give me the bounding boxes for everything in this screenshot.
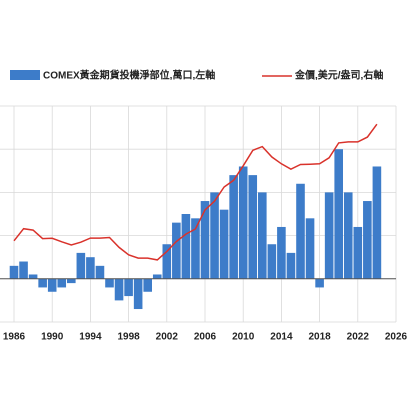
price-line — [13, 123, 378, 261]
bar — [210, 192, 219, 279]
bar — [143, 278, 152, 292]
bar — [28, 274, 38, 279]
bar — [76, 252, 86, 279]
bar — [286, 252, 296, 279]
bar — [324, 192, 334, 279]
bar — [363, 201, 372, 279]
bar — [305, 218, 315, 279]
bar — [9, 265, 19, 279]
bar — [57, 278, 67, 288]
x-tick-label: 2018 — [308, 332, 331, 343]
bar — [105, 278, 114, 288]
bar — [267, 244, 277, 279]
x-tick-label: 2026 — [385, 332, 408, 343]
x-tick-label: 1998 — [117, 332, 140, 343]
legend-label: COMEX黃金期貨投機淨部位,萬口,左軸 — [43, 69, 215, 82]
bar — [229, 175, 238, 279]
x-tick-label: 2006 — [194, 332, 217, 343]
bar — [200, 201, 210, 279]
x-tick-label: 2002 — [156, 332, 179, 343]
x-tick-label: 2010 — [232, 332, 255, 343]
bar — [258, 192, 267, 279]
x-tick-label: 1986 — [3, 332, 26, 343]
bar — [162, 244, 172, 279]
bar — [334, 149, 343, 279]
x-tick-label: 2022 — [347, 332, 370, 343]
bar — [315, 278, 324, 288]
bar — [47, 278, 57, 292]
bar — [95, 265, 105, 279]
x-tick-label: 1994 — [79, 332, 102, 343]
bar — [238, 166, 248, 279]
legend-swatch — [10, 70, 40, 80]
bar — [114, 278, 124, 301]
legend-label: 金價,美元/盎司,右軸 — [294, 69, 383, 82]
bar — [181, 214, 191, 279]
bar — [219, 209, 229, 279]
x-tick-label: 2014 — [270, 332, 293, 343]
bar — [372, 166, 382, 279]
bar — [133, 278, 143, 310]
x-tick-label: 1990 — [41, 332, 64, 343]
bar — [248, 175, 258, 279]
bar — [38, 278, 47, 288]
bar — [67, 278, 76, 284]
bar — [277, 226, 286, 279]
bar — [343, 192, 353, 279]
bar — [353, 226, 363, 279]
bar — [296, 183, 305, 279]
bar — [191, 218, 200, 279]
bar — [152, 274, 162, 279]
bar — [124, 278, 133, 297]
bar — [19, 261, 28, 279]
bar — [86, 257, 95, 279]
bar — [172, 222, 181, 279]
